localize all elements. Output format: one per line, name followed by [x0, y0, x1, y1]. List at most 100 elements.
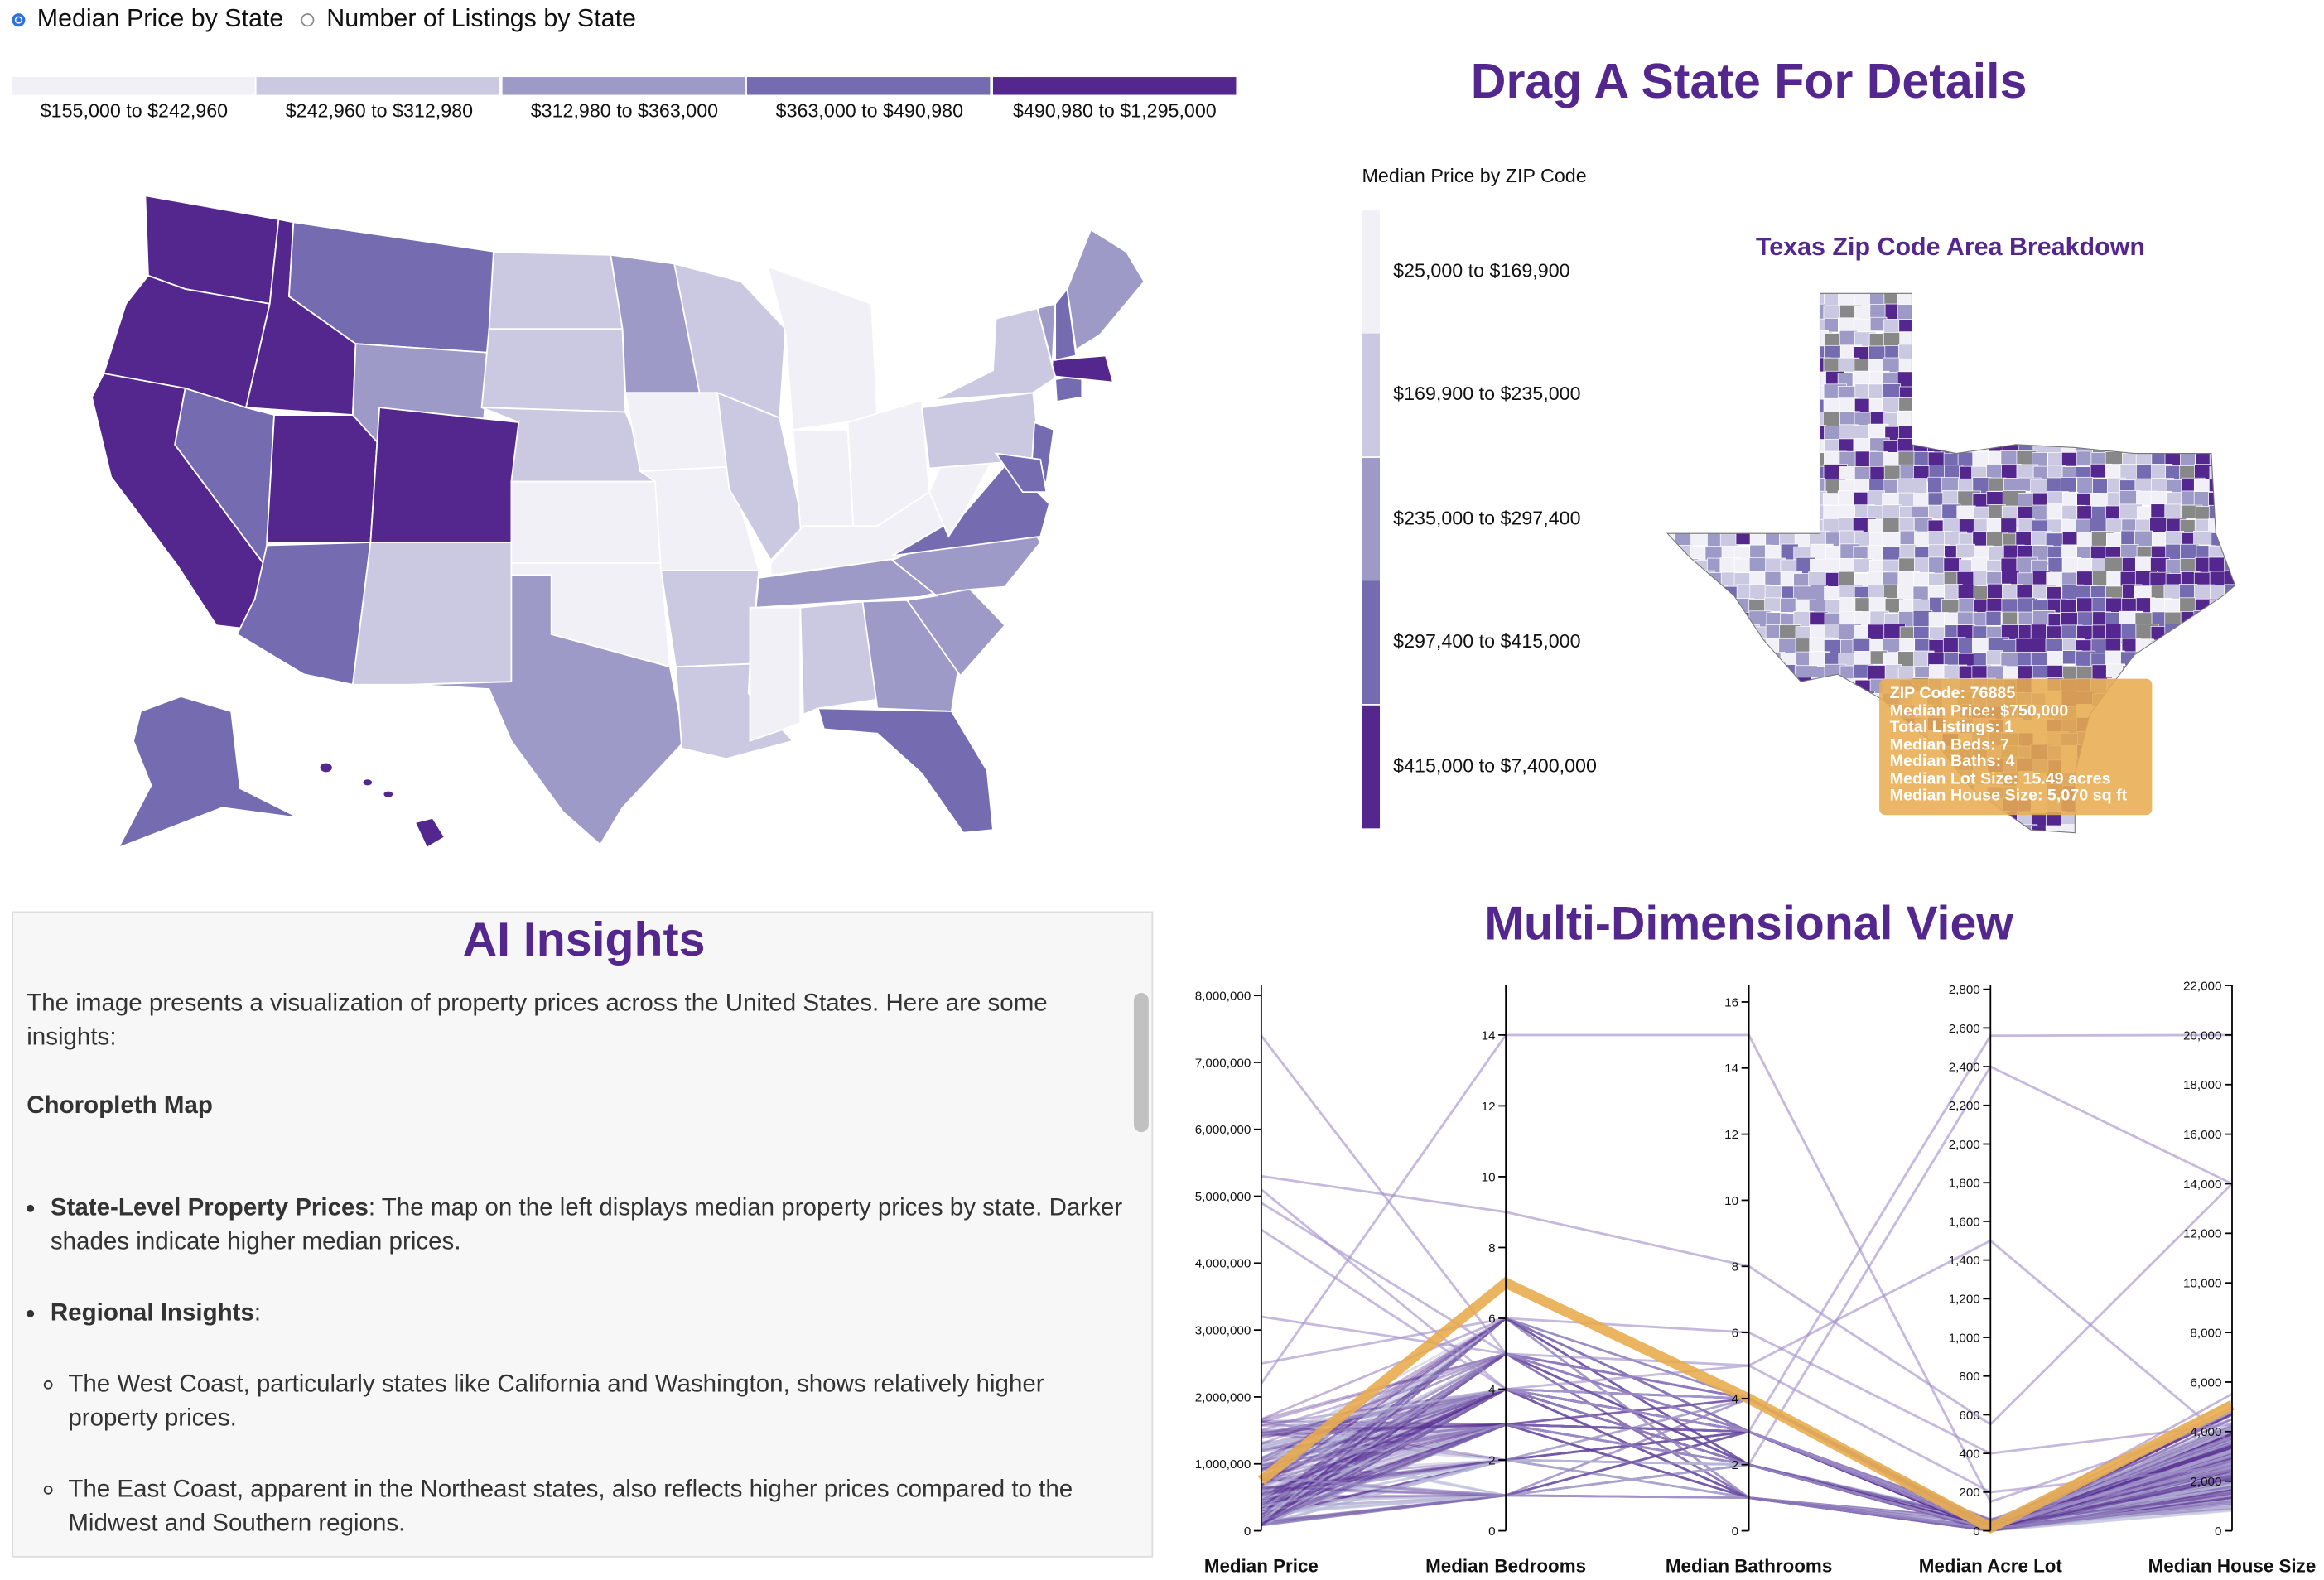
pc-tick-label: 2	[1488, 1453, 1495, 1467]
map-mode-radio-group: Median Price by State Number of Listings…	[12, 4, 636, 34]
pc-tick-label: 6	[1732, 1326, 1738, 1340]
pc-tick-label: 5,000,000	[1195, 1190, 1251, 1204]
zip-legend-swatch	[1362, 210, 1381, 334]
radio-median-price[interactable]	[12, 12, 26, 26]
pc-tick-label: 8	[1732, 1260, 1738, 1274]
pc-tick-label: 16	[1724, 995, 1738, 1009]
pc-tick-label: 2,000	[2190, 1475, 2221, 1489]
pc-tick-label: 2,000,000	[1195, 1390, 1251, 1404]
pc-tick-label: 1,400	[1949, 1254, 1980, 1268]
state-region[interactable]	[413, 816, 446, 849]
pc-tick-label: 12	[1724, 1128, 1738, 1142]
pc-axis[interactable]: 0 2 4 6 8 10 12 14	[1482, 985, 1507, 1539]
legend-label: $363,000 to $490,980	[775, 99, 964, 122]
state-region[interactable]	[117, 696, 300, 850]
state-region[interactable]	[994, 452, 1048, 494]
legend-label: $490,980 to $1,295,000	[1012, 99, 1217, 122]
pc-tick-label: 6,000,000	[1195, 1123, 1251, 1137]
pc-tick-label: 6	[1488, 1312, 1495, 1326]
pc-tick-label: 2	[1732, 1458, 1738, 1472]
zip-legend-label: $235,000 to $297,400	[1393, 506, 1581, 529]
pc-tick-label: 8,000	[2190, 1326, 2221, 1340]
texas-zip-map[interactable]	[0, 0, 2324, 889]
state-region[interactable]	[1066, 229, 1145, 351]
legend-label: $242,960 to $312,980	[285, 99, 474, 122]
zip-legend-swatch	[1362, 705, 1381, 828]
pc-tick-label: 10,000	[2183, 1277, 2222, 1291]
pc-tick-label: 2,200	[1949, 1099, 1980, 1113]
pc-axis[interactable]: 0 1,000,000 2,000,000 3,000,000 4,000,000 5,0…	[1195, 985, 1262, 1539]
zip-legend-label: $415,000 to $7,400,000	[1393, 754, 1597, 776]
pc-tick-label: 8,000,000	[1195, 990, 1251, 1004]
zip-legend-swatch	[1362, 580, 1381, 705]
radio-median-price-label[interactable]: Median Price by State	[36, 4, 284, 33]
pc-tick-label: 1,800	[1949, 1177, 1980, 1191]
pc-axis-label: Median Price	[1203, 1555, 1319, 1578]
state-region[interactable]	[749, 606, 802, 743]
zip-legend-swatch	[1362, 457, 1381, 581]
radio-number-listings-label[interactable]: Number of Listings by State	[326, 4, 636, 33]
pc-tick-label: 800	[1959, 1370, 1979, 1384]
radio-number-listings[interactable]	[301, 12, 315, 26]
state-region[interactable]	[383, 791, 393, 797]
pc-tick-label: 0	[1732, 1525, 1738, 1539]
state-region[interactable]	[716, 391, 804, 561]
pc-tick-label: 3,000,000	[1195, 1324, 1251, 1338]
pc-tick-label: 0	[2215, 1525, 2221, 1539]
pc-tick-label: 14	[1482, 1028, 1496, 1043]
state-region[interactable]	[320, 763, 332, 773]
state-region[interactable]	[1054, 287, 1078, 361]
legend-swatch	[12, 77, 255, 95]
legend-label: $312,980 to $363,000	[530, 99, 719, 122]
state-region[interactable]	[861, 599, 962, 712]
legend-label: $155,000 to $242,960	[40, 99, 229, 122]
pc-tick-label: 1,000,000	[1195, 1457, 1251, 1472]
zip-legend-title: Median Price by ZIP Code	[1362, 164, 1587, 187]
state-region[interactable]	[415, 574, 686, 846]
state-region[interactable]	[766, 265, 879, 431]
pc-tick-label: 16,000	[2183, 1128, 2222, 1142]
pc-tick-label: 10	[1724, 1194, 1738, 1208]
pc-tick-label: 12	[1482, 1100, 1496, 1114]
pc-tick-label: 14	[1724, 1062, 1738, 1076]
pc-axis[interactable]: 0 200 400 600 800 1,000 1,200 1,400 1,600 1,800 2,…	[1949, 983, 1992, 1539]
legend-swatch	[502, 77, 745, 95]
pc-tick-label: 2,400	[1949, 1060, 1980, 1074]
state-region[interactable]	[799, 600, 879, 715]
zip-legend-label: $169,900 to $235,000	[1393, 383, 1581, 406]
us-choropleth-map	[91, 195, 1145, 850]
pc-tick-label: 12,000	[2183, 1227, 2222, 1241]
pc-tick-label: 2,000	[1949, 1138, 1980, 1152]
state-region[interactable]	[1036, 302, 1057, 365]
state-region[interactable]	[1049, 354, 1115, 383]
pc-tick-label: 7,000,000	[1195, 1056, 1251, 1070]
pc-tick-label: 1,200	[1949, 1293, 1980, 1307]
state-region[interactable]	[363, 779, 373, 786]
pc-tick-label: 200	[1959, 1486, 1979, 1500]
state-region[interactable]	[817, 707, 994, 834]
zip-legend-label: $297,400 to $415,000	[1393, 629, 1581, 653]
pc-tick-label: 0	[1973, 1525, 1979, 1539]
pc-tick-label: 14,000	[2183, 1178, 2222, 1192]
pc-tick-label: 10	[1482, 1170, 1496, 1184]
pc-axis-label: Median Acre Lot	[1918, 1555, 2062, 1578]
state-map-title: Texas Zip Code Area Breakdown	[1755, 232, 2145, 261]
legend-swatch	[747, 77, 991, 95]
details-title: Drag A State For Details	[1470, 53, 2027, 108]
zip-area[interactable]	[1985, 610, 2002, 626]
pc-tick-label: 1,600	[1949, 1215, 1980, 1229]
pc-tick-label: 20,000	[2183, 1028, 2222, 1043]
zip-legend-swatch	[1362, 334, 1381, 457]
pc-tick-label: 8	[1488, 1241, 1495, 1255]
zip-area[interactable]	[2193, 530, 2211, 546]
pc-tick-label: 6,000	[2190, 1375, 2221, 1390]
pc-tick-label: 0	[1244, 1525, 1251, 1539]
pc-tick-label: 600	[1959, 1409, 1979, 1423]
legend-swatch	[257, 77, 500, 95]
pc-tick-label: 4	[1732, 1392, 1739, 1406]
pc-axis-label: Median Bathrooms	[1665, 1555, 1833, 1578]
pc-tick-label: 0	[1488, 1525, 1495, 1539]
pc-tick-label: 4,000,000	[1195, 1257, 1251, 1271]
pc-tick-label: 22,000	[2183, 979, 2222, 993]
